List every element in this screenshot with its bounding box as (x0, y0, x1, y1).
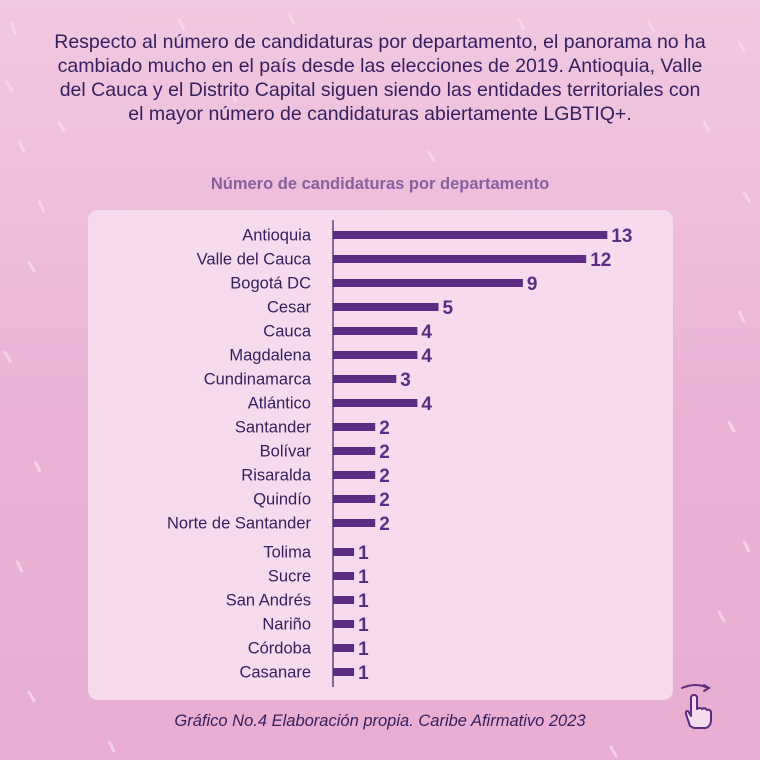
bar (333, 423, 376, 431)
background-dash (726, 420, 737, 433)
background-dash (741, 190, 752, 203)
category-label: Bogotá DC (230, 275, 311, 293)
bar (333, 303, 439, 311)
data-label: 5 (443, 298, 454, 319)
category-label: Bolívar (260, 443, 312, 461)
background-dash (107, 739, 116, 754)
bar (333, 548, 355, 556)
category-label: Tolima (263, 544, 312, 562)
bar (333, 620, 355, 628)
background-dash (736, 40, 747, 53)
chart-title: Número de candidaturas por departamento (210, 175, 550, 193)
background-dash (742, 539, 751, 554)
category-label: Atlántico (248, 395, 311, 413)
category-label: Quindío (253, 491, 311, 509)
background-dash (37, 199, 46, 214)
bar (333, 327, 418, 335)
background-dash (17, 139, 26, 154)
background-dash (2, 350, 13, 363)
bar (333, 596, 355, 604)
category-label: Cesar (267, 299, 312, 317)
category-label: Magdalena (229, 347, 311, 365)
category-label: Cauca (263, 323, 312, 341)
data-label: 9 (527, 274, 538, 295)
data-label: 1 (358, 615, 369, 636)
category-label: Cundinamarca (204, 371, 312, 389)
background-dash (4, 80, 15, 93)
data-label: 2 (379, 418, 390, 439)
bar (333, 279, 523, 287)
bar (333, 471, 376, 479)
background-dash (26, 690, 37, 703)
category-label: Valle del Cauca (197, 251, 312, 269)
bar (333, 231, 608, 239)
background-dash (608, 745, 619, 758)
data-label: 2 (379, 442, 390, 463)
chart-panel: Antioquia 13 Valle del Cauca 12 Bogotá DC 9 Ce… (88, 210, 673, 700)
bar (333, 495, 376, 503)
data-label: 1 (358, 639, 369, 660)
data-label: 1 (358, 543, 369, 564)
background-dash (9, 21, 18, 36)
bar (333, 351, 418, 359)
background-dash (737, 309, 746, 324)
data-label: 2 (379, 466, 390, 487)
bar (333, 668, 355, 676)
category-label: Risaralda (241, 467, 312, 485)
bar (333, 644, 355, 652)
category-label: Córdoba (248, 640, 312, 658)
data-label: 2 (379, 514, 390, 535)
bar (333, 375, 397, 383)
background-dash (33, 459, 42, 474)
background-dash (15, 559, 24, 574)
background-dash (26, 260, 37, 273)
data-label: 1 (358, 591, 369, 612)
category-label: San Andrés (226, 592, 311, 610)
footer-credit: Gráfico No.4 Elaboración propia. Caribe … (174, 712, 586, 730)
category-label: Nariño (262, 616, 311, 634)
data-label: 3 (400, 370, 411, 391)
data-label: 4 (421, 322, 432, 343)
headline-text: Respecto al número de candidaturas por d… (54, 31, 706, 125)
category-label: Sucre (268, 568, 311, 586)
category-label: Norte de Santander (167, 515, 312, 533)
bar (333, 572, 355, 580)
background-dash (716, 610, 727, 623)
data-label: 2 (379, 490, 390, 511)
category-label: Casanare (239, 664, 311, 682)
data-label: 13 (611, 226, 632, 247)
swipe-hand-icon[interactable] (676, 682, 718, 730)
bar (333, 519, 376, 527)
data-label: 4 (421, 394, 432, 415)
bar (333, 399, 418, 407)
data-label: 4 (421, 346, 432, 367)
bar (333, 255, 587, 263)
bar (333, 447, 376, 455)
background-dash (426, 150, 437, 163)
data-label: 12 (590, 250, 611, 271)
background-dash (287, 11, 296, 26)
data-label: 1 (358, 663, 369, 684)
data-label: 1 (358, 567, 369, 588)
category-label: Antioquia (242, 227, 312, 245)
category-label: Santander (235, 419, 312, 437)
